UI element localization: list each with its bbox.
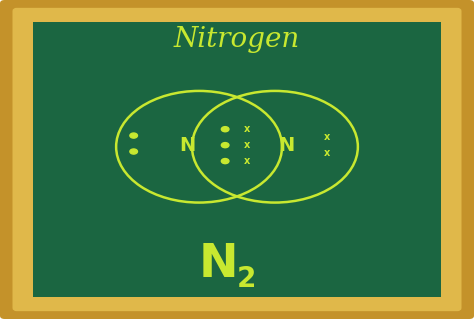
Text: x: x bbox=[324, 148, 330, 158]
Circle shape bbox=[221, 127, 229, 132]
Circle shape bbox=[130, 133, 137, 138]
Text: x: x bbox=[324, 132, 330, 142]
Text: x: x bbox=[243, 156, 250, 166]
Text: x: x bbox=[243, 124, 250, 134]
Text: N: N bbox=[198, 242, 238, 287]
Text: N: N bbox=[179, 136, 195, 155]
FancyBboxPatch shape bbox=[33, 22, 441, 297]
Circle shape bbox=[130, 149, 137, 154]
Text: x: x bbox=[243, 140, 250, 150]
Circle shape bbox=[221, 159, 229, 164]
Text: Nitrogen: Nitrogen bbox=[174, 26, 300, 53]
FancyBboxPatch shape bbox=[14, 10, 460, 309]
Circle shape bbox=[221, 143, 229, 148]
Text: 2: 2 bbox=[237, 265, 256, 293]
Text: N: N bbox=[279, 136, 295, 155]
